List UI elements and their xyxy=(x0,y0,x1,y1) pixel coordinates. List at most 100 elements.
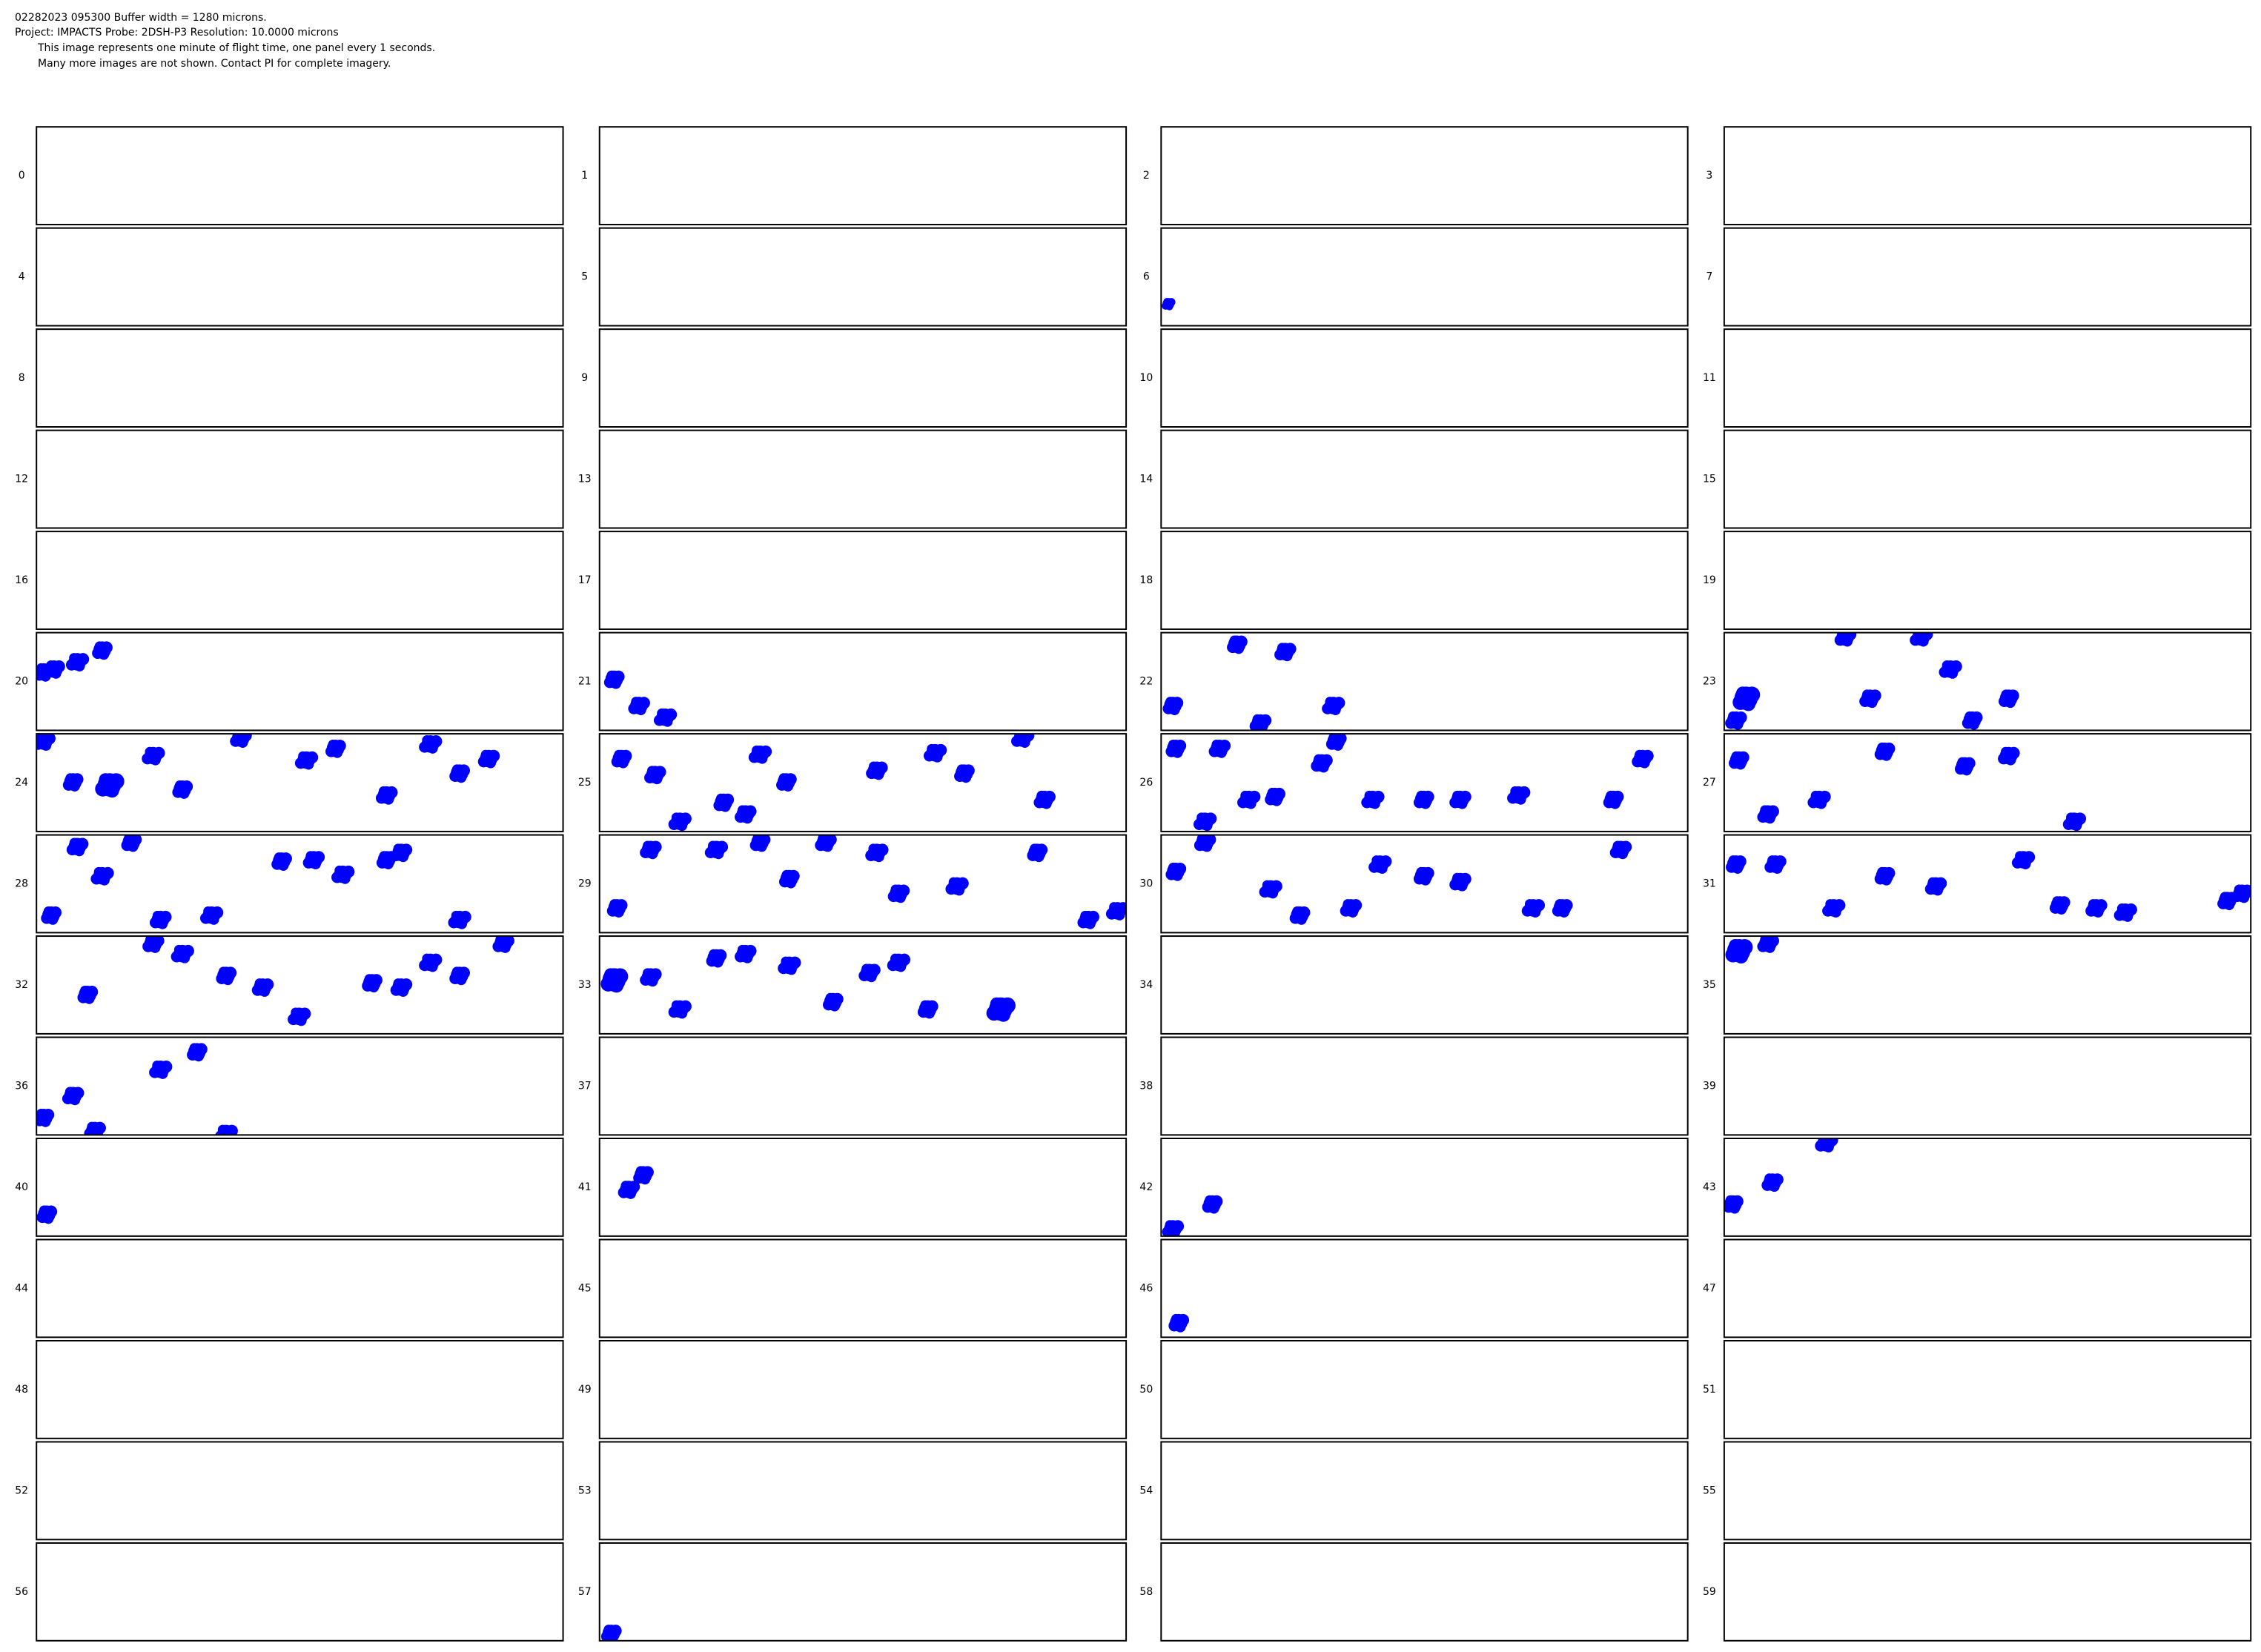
particle xyxy=(1229,635,1239,646)
particle xyxy=(331,747,343,758)
particle xyxy=(610,678,621,689)
particle xyxy=(652,774,663,785)
particle xyxy=(752,835,763,843)
particle xyxy=(1961,765,1972,776)
particle xyxy=(635,1166,646,1176)
particle xyxy=(50,668,62,679)
particle-group xyxy=(1162,1195,1223,1236)
particle xyxy=(742,813,753,824)
particle xyxy=(2005,754,2016,766)
panel xyxy=(36,834,564,934)
particle xyxy=(1639,757,1650,769)
particle-group xyxy=(36,1205,58,1224)
panel xyxy=(36,1138,564,1237)
particle xyxy=(1947,668,1959,679)
header-line: 02282023 095300 Buffer width = 1280 micr… xyxy=(15,12,267,24)
panel xyxy=(1160,531,1689,630)
particle xyxy=(1729,1203,1741,1214)
particle xyxy=(87,1121,97,1132)
particle xyxy=(1968,719,1979,730)
panel xyxy=(1160,1542,1689,1642)
particle xyxy=(1760,936,1770,945)
particle xyxy=(397,986,408,997)
particle xyxy=(1830,906,1841,918)
particle xyxy=(2122,911,2133,922)
panel-label: 32 xyxy=(15,979,28,991)
particle xyxy=(1262,880,1272,890)
particle-group xyxy=(600,1625,622,1641)
panel-label: 50 xyxy=(1139,1384,1153,1396)
particle xyxy=(873,769,884,780)
panel-label: 18 xyxy=(1139,574,1153,586)
particle xyxy=(480,749,491,760)
particle xyxy=(1810,790,1821,800)
particle xyxy=(708,840,718,851)
panel-label: 37 xyxy=(578,1080,592,1092)
particle xyxy=(896,961,907,972)
particle xyxy=(40,1116,51,1127)
particle xyxy=(1760,805,1770,815)
particle xyxy=(1452,790,1463,800)
particle xyxy=(657,708,667,718)
particle-group xyxy=(1725,936,1779,964)
panel-label: 47 xyxy=(1703,1282,1716,1294)
particle xyxy=(1823,1141,1834,1152)
particle xyxy=(84,993,95,1004)
particle xyxy=(1019,737,1030,748)
particle xyxy=(1555,899,1565,909)
panel xyxy=(1723,1036,2252,1136)
particle xyxy=(1732,863,1744,874)
particle xyxy=(1318,762,1329,773)
particle xyxy=(890,953,901,963)
particle xyxy=(217,1124,228,1135)
particle xyxy=(1041,798,1052,809)
particle xyxy=(1825,899,1835,909)
particle xyxy=(960,772,972,783)
panel xyxy=(1160,1441,1689,1541)
particle xyxy=(1764,1173,1775,1184)
particle xyxy=(953,885,964,896)
particle xyxy=(625,1188,636,1199)
particle xyxy=(818,835,828,843)
particle xyxy=(1957,757,1967,767)
particle xyxy=(128,841,139,852)
particle xyxy=(451,966,462,977)
panel-label: 43 xyxy=(1703,1181,1716,1193)
particle xyxy=(1165,697,1176,707)
particle xyxy=(737,805,747,815)
particle xyxy=(873,852,884,863)
particle xyxy=(607,1632,618,1641)
panel xyxy=(598,1036,1128,1136)
particle xyxy=(340,873,351,884)
particle xyxy=(1932,885,1943,896)
panel xyxy=(1723,531,2252,630)
panel-label: 46 xyxy=(1139,1282,1153,1294)
particle xyxy=(640,1174,651,1185)
particle xyxy=(737,944,747,955)
panel xyxy=(1160,935,1689,1035)
particle xyxy=(145,746,155,757)
particle xyxy=(1277,643,1288,653)
particle xyxy=(1635,749,1645,760)
particle xyxy=(778,773,789,783)
particle xyxy=(671,1000,681,1010)
panel xyxy=(598,429,1128,529)
particle xyxy=(1208,1203,1219,1214)
particle xyxy=(1725,1195,1735,1205)
particle xyxy=(1510,786,1520,796)
particle xyxy=(1033,852,1045,863)
panel xyxy=(598,531,1128,630)
particle xyxy=(1736,686,1749,700)
particle xyxy=(145,936,156,945)
panel-label: 4 xyxy=(19,271,25,283)
particle xyxy=(1881,750,1892,761)
particle xyxy=(422,735,432,746)
particle xyxy=(1257,722,1268,731)
particle xyxy=(1734,949,1749,964)
particle xyxy=(157,1068,168,1079)
particle xyxy=(99,875,110,886)
panel xyxy=(1723,1138,2252,1237)
particle xyxy=(1377,863,1388,874)
particle xyxy=(1420,798,1431,809)
